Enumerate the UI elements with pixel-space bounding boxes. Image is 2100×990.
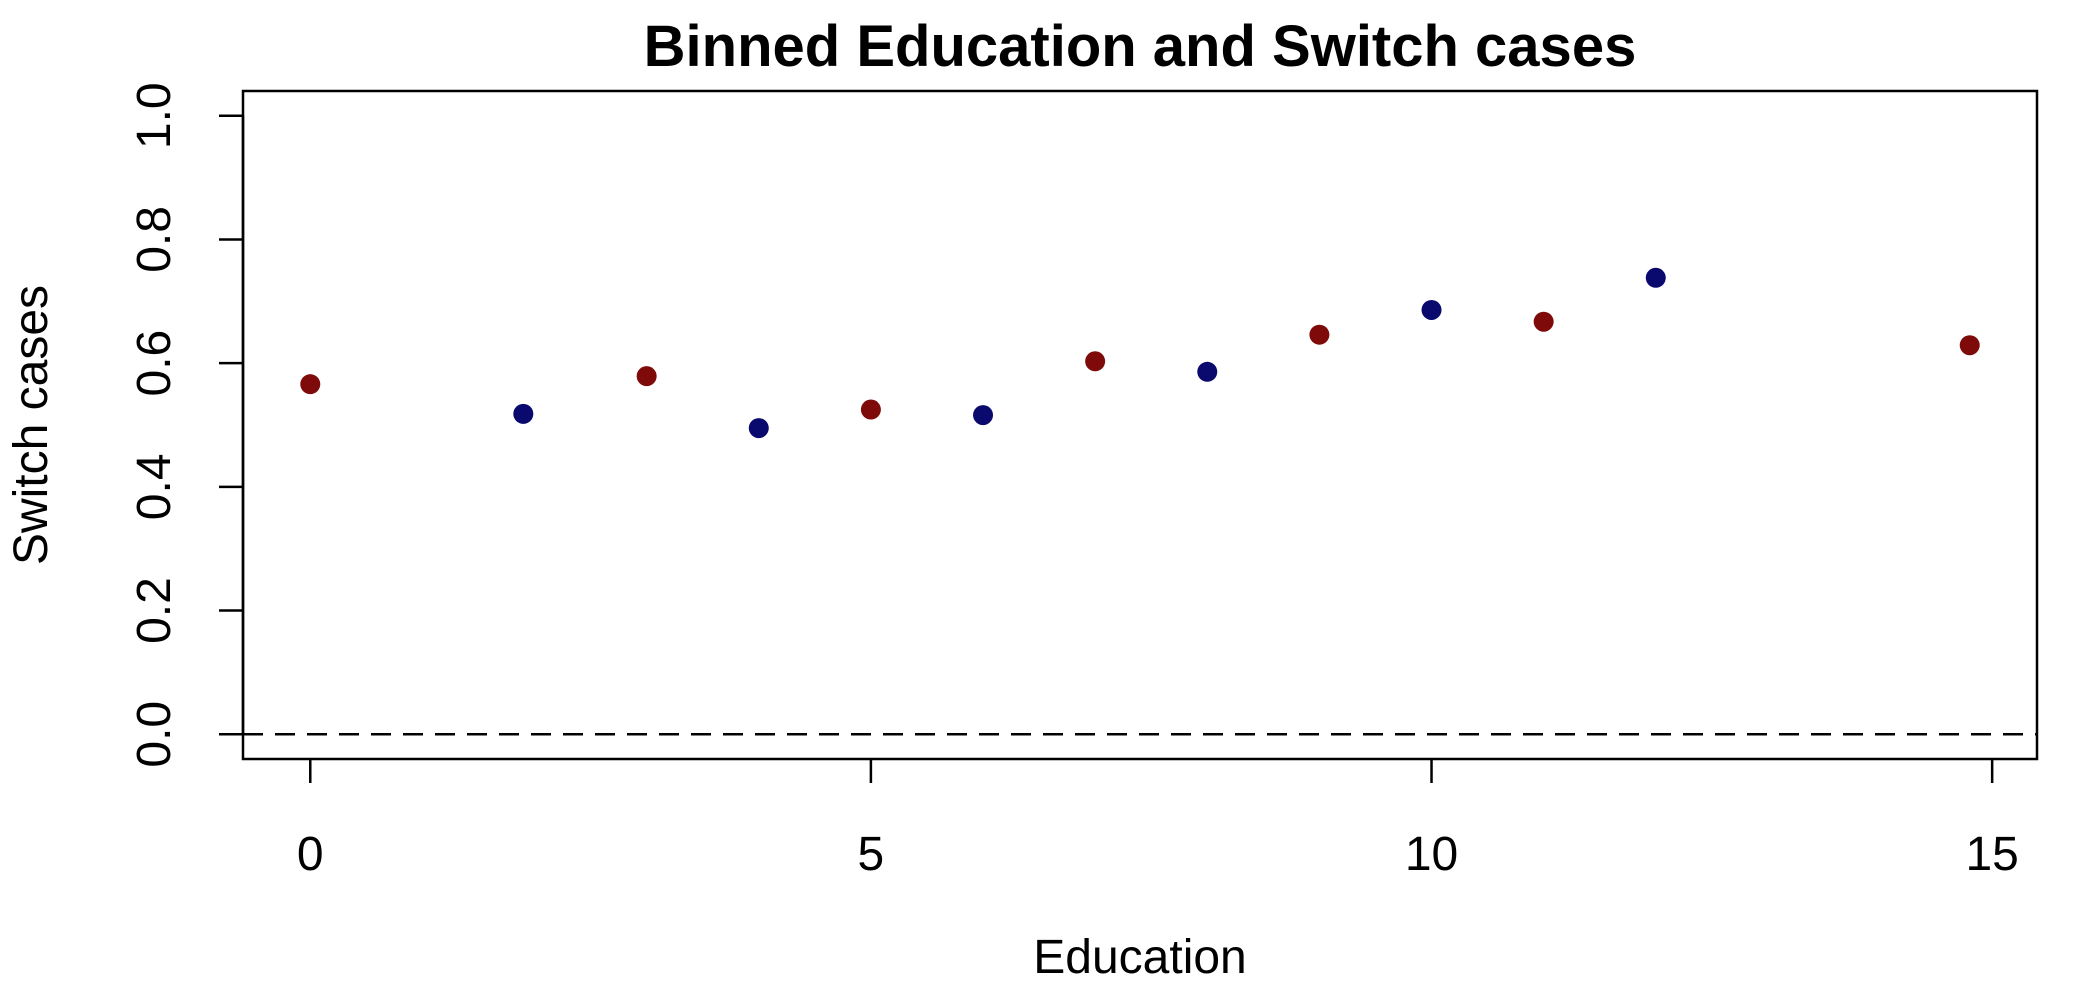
data-point [748, 418, 769, 439]
data-point [1421, 299, 1442, 320]
y-tick-label: 0.0 [128, 701, 181, 768]
plot-frame [241, 89, 2039, 761]
data-points [300, 267, 1980, 439]
chart-title: Binned Education and Switch cases [644, 14, 1637, 79]
y-tick-label: 1.0 [128, 82, 181, 149]
x-axis: 0 5 10 15 [297, 759, 2019, 881]
x-tick-label: 10 [1405, 828, 1458, 881]
x-tick-label: 5 [858, 828, 885, 881]
data-point [300, 374, 321, 395]
y-axis-label: Switch cases [5, 285, 58, 565]
y-tick-label: 0.6 [128, 330, 181, 397]
data-point [973, 405, 994, 426]
y-axis: 0.0 0.2 0.4 0.6 0.8 1.0 [128, 82, 245, 768]
x-axis-label: Education [1033, 931, 1247, 984]
data-point [1309, 324, 1330, 345]
x-tick-label: 0 [297, 828, 324, 881]
y-tick-label: 0.4 [128, 453, 181, 520]
x-tick-label: 15 [1965, 828, 2018, 881]
data-point [1959, 335, 1980, 356]
data-point [860, 399, 881, 420]
data-point [636, 366, 657, 387]
y-tick-label: 0.8 [128, 206, 181, 273]
data-point [1085, 351, 1106, 372]
data-point [1197, 361, 1218, 382]
data-point [513, 403, 534, 424]
data-point [1645, 267, 1666, 288]
y-tick-label: 0.2 [128, 577, 181, 644]
data-point [1533, 311, 1554, 332]
